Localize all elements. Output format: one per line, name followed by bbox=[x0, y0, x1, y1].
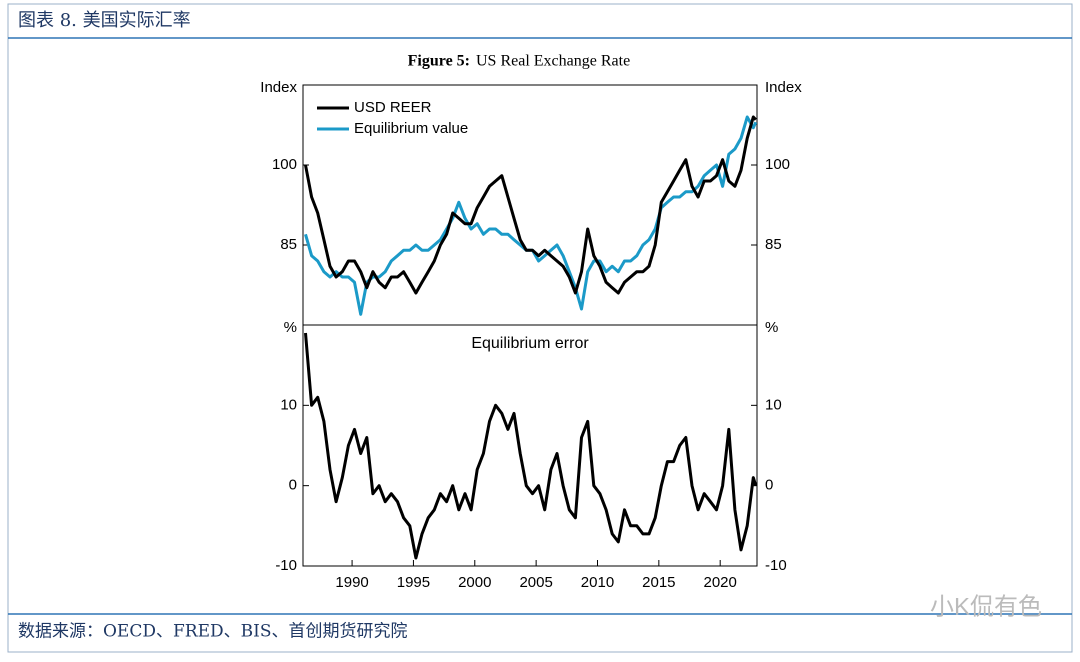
legend-label: Equilibrium value bbox=[354, 120, 468, 137]
y-axis-label: Index bbox=[260, 79, 297, 96]
y2-tick-label: 10 bbox=[765, 396, 782, 413]
x-tick-label: 2015 bbox=[642, 574, 675, 591]
y-tick-label: -10 bbox=[275, 557, 297, 574]
y2-axis-label: % bbox=[765, 319, 778, 336]
y2-tick-label: 0 bbox=[765, 477, 773, 494]
x-tick-label: 2000 bbox=[458, 574, 491, 591]
series-line bbox=[304, 332, 758, 560]
source: 数据来源：OECD、FRED、BIS、首创期货研究院 bbox=[18, 622, 407, 642]
watermark: 小K侃有色 bbox=[930, 593, 1042, 620]
x-tick-label: 2005 bbox=[519, 574, 552, 591]
legend-label: USD REER bbox=[354, 99, 432, 116]
panel-title: Equilibrium error bbox=[471, 335, 589, 352]
series-line bbox=[304, 115, 757, 295]
series-line bbox=[304, 115, 758, 316]
y2-axis-label: Index bbox=[765, 79, 802, 96]
y2-tick-label: 100 bbox=[765, 156, 790, 173]
y-tick-label: 85 bbox=[280, 236, 297, 253]
y-tick-label: 0 bbox=[289, 477, 297, 494]
y-axis-label: % bbox=[284, 319, 297, 336]
x-tick-label: 1995 bbox=[397, 574, 430, 591]
figure-title: US Real Exchange Rate bbox=[476, 53, 630, 70]
x-tick-label: 1990 bbox=[335, 574, 368, 591]
figure-label: Figure 5: bbox=[408, 53, 470, 70]
plot-frame bbox=[302, 324, 758, 567]
y2-tick-label: -10 bbox=[765, 557, 787, 574]
y-tick-label: 10 bbox=[280, 396, 297, 413]
y2-tick-label: 85 bbox=[765, 236, 782, 253]
y-tick-label: 100 bbox=[272, 156, 297, 173]
header-title: 图表 8. 美国实际汇率 bbox=[18, 10, 191, 31]
x-tick-label: 2020 bbox=[704, 574, 737, 591]
x-tick-label: 2010 bbox=[581, 574, 614, 591]
frame bbox=[7, 3, 1073, 653]
